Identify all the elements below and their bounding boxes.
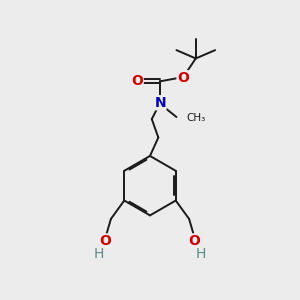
Text: H: H xyxy=(94,247,104,261)
Text: O: O xyxy=(100,234,112,248)
Text: CH₃: CH₃ xyxy=(186,113,205,124)
Text: O: O xyxy=(131,74,143,88)
Text: N: N xyxy=(154,96,166,110)
Text: O: O xyxy=(177,71,189,85)
Text: O: O xyxy=(188,234,200,248)
Text: H: H xyxy=(196,247,206,261)
